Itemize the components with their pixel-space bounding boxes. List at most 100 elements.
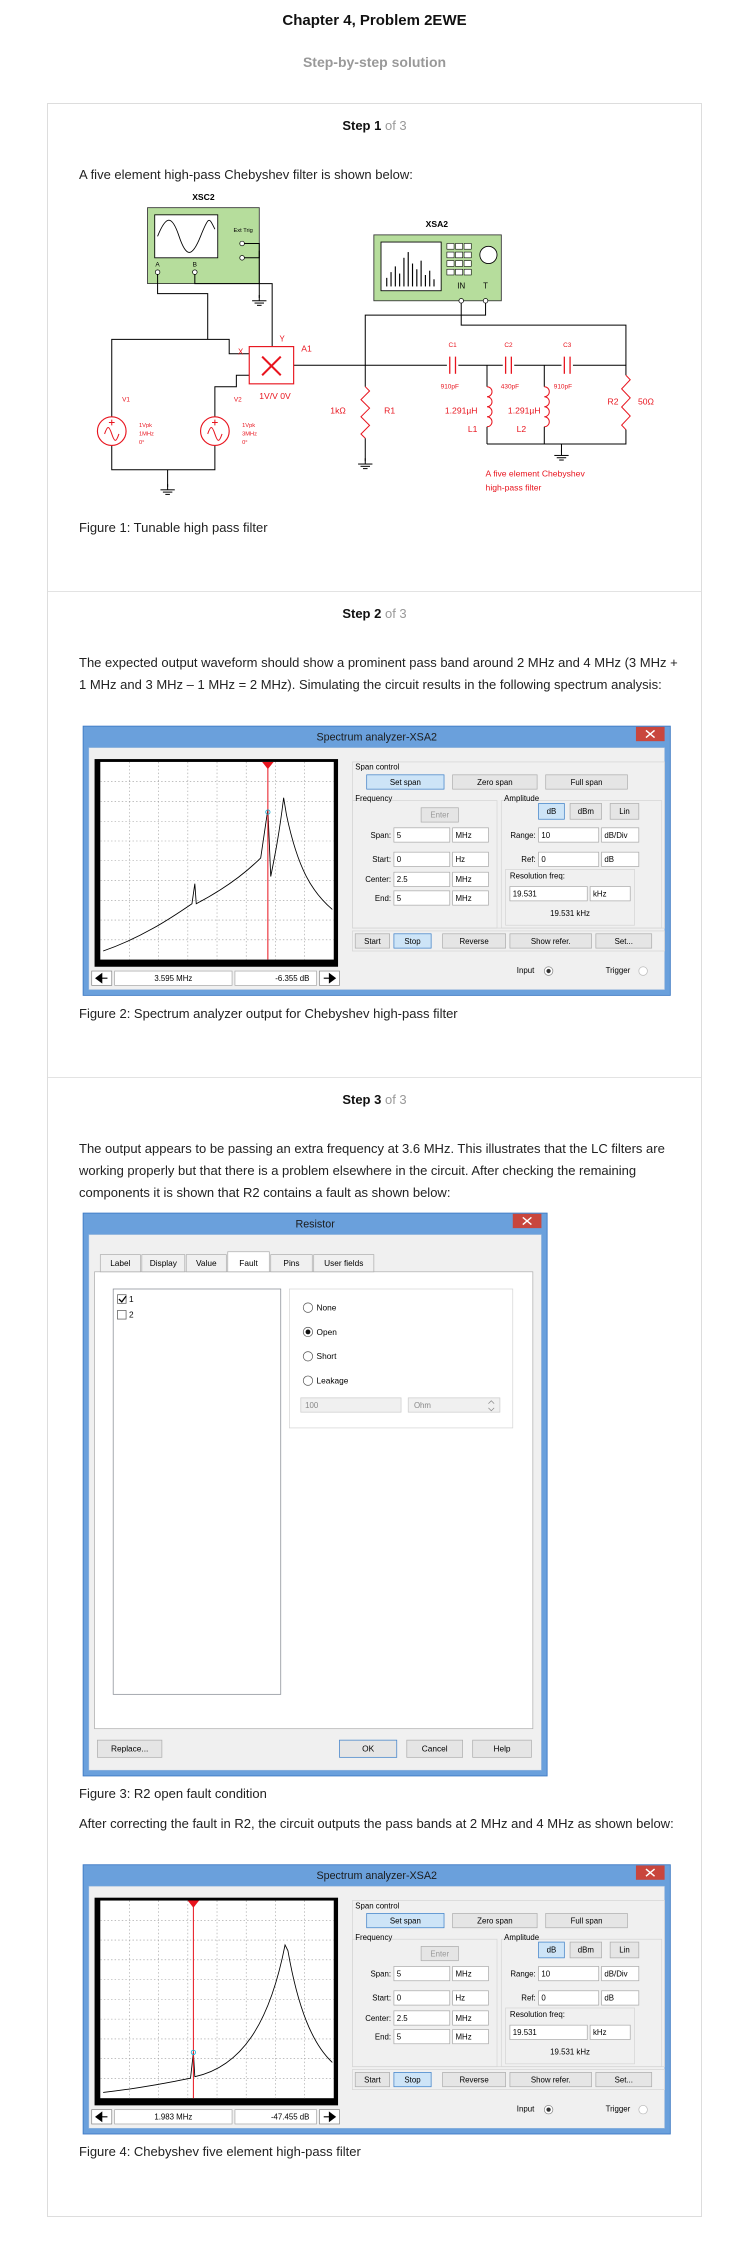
ui-label: dB/Div <box>604 831 627 840</box>
tab <box>227 1251 270 1273</box>
field-value: Ohm <box>414 1401 431 1410</box>
analyzer-key <box>446 268 455 276</box>
ui-label: Span control <box>355 1901 399 1910</box>
ui-label: Input <box>517 966 535 975</box>
window-title: Resistor <box>295 1218 335 1230</box>
circuit-label: T <box>483 282 488 291</box>
circuit-label: V1 <box>122 396 130 403</box>
ui-label: Span control <box>355 763 399 772</box>
tab <box>99 1254 141 1273</box>
ui-button <box>472 1739 532 1758</box>
terminal <box>154 269 161 275</box>
cursor-point <box>265 809 271 815</box>
group-box <box>352 800 498 929</box>
analyzer-key <box>446 251 455 259</box>
radio <box>302 1375 314 1386</box>
ui-label: Center: <box>365 2014 391 2023</box>
circuit-label: 430pF <box>501 383 519 390</box>
input-field <box>538 851 600 867</box>
ui-button <box>538 1941 565 1959</box>
figure-caption: Figure 2: Spectrum analyzer output for C… <box>79 1006 458 1021</box>
button-label: Show refer. <box>531 2075 571 2084</box>
field-value: 2.5 <box>397 875 409 884</box>
unit-box <box>589 2024 631 2040</box>
button-label: Reverse <box>459 937 489 946</box>
list-item: 1 <box>129 1294 134 1304</box>
ui-label: Amplitude <box>504 794 540 803</box>
analyzer-key <box>455 251 463 259</box>
ui-label: 3.595 MHz <box>154 974 192 983</box>
ac-source <box>199 416 230 446</box>
ui-label: 19.531 kHz <box>550 909 590 918</box>
circuit-label: 0° <box>139 440 144 446</box>
analyzer-key <box>463 243 472 250</box>
radio-label: Leakage <box>317 1376 349 1386</box>
circuit-label: 50Ω <box>638 397 655 407</box>
ac-source <box>96 416 127 446</box>
ui-label: Trigger <box>606 2105 631 2114</box>
close-icon <box>645 1868 656 1877</box>
button-label: Set... <box>615 937 633 946</box>
field-value: 0 <box>541 1994 546 2003</box>
ui-button <box>406 1739 464 1758</box>
circuit-label: XSA2 <box>426 219 449 229</box>
input-field <box>393 2029 451 2045</box>
group-box <box>505 2007 635 2065</box>
divider <box>48 1077 701 1078</box>
input-field <box>393 890 451 906</box>
step-heading: Step 3 of 3 <box>47 1092 702 1107</box>
circuit-label: 1MHz <box>139 431 154 437</box>
ui-button <box>609 1941 640 1959</box>
input-field <box>538 1966 600 1982</box>
ui-label: 19.531 kHz <box>550 2047 590 2056</box>
tab-label: Fault <box>239 1258 258 1268</box>
field-value: 10 <box>541 1969 550 1978</box>
circuit-label: R1 <box>384 405 395 415</box>
input-field <box>300 1397 402 1413</box>
step-count: of 3 <box>384 118 407 133</box>
circuit-label: IN <box>457 282 465 291</box>
ui-label: MHz <box>455 2014 471 2023</box>
button-label: OK <box>362 1744 374 1754</box>
button-label: Set span <box>390 1916 421 1925</box>
spectrum-analyzer-window: Spectrum analyzer-XSA2 1.983 MHz -47.455 d… <box>82 1864 671 2135</box>
circuit-label: L1 <box>468 424 478 434</box>
tab-label: Label <box>110 1258 130 1268</box>
ui-label: Input <box>517 2105 535 2114</box>
terminal <box>239 255 245 261</box>
ui-label: -6.355 dB <box>275 974 309 983</box>
step-label: Step 3 <box>342 1092 382 1107</box>
button-label: Reverse <box>459 2075 489 2084</box>
circuit-label: high-pass filter <box>486 483 542 493</box>
wire <box>572 364 627 376</box>
field-value: 5 <box>397 894 402 903</box>
step-count: of 3 <box>384 1092 407 1107</box>
arrow-left <box>95 972 108 984</box>
ui-button <box>545 1913 628 1929</box>
analyzer-key <box>463 251 472 259</box>
plus-sign <box>108 419 115 426</box>
circuit-label: 1V/V 0V <box>259 391 291 401</box>
circuit-label: X <box>238 347 244 356</box>
cursor-point <box>190 2049 196 2055</box>
input-field <box>393 827 451 843</box>
tab <box>270 1254 313 1273</box>
step-text: A five element high-pass Chebyshev filte… <box>79 167 413 182</box>
arrow-right <box>323 972 337 984</box>
analyzer-key <box>455 260 463 267</box>
ui-button <box>569 803 602 820</box>
tab-label: Display <box>150 1258 178 1268</box>
ui-button <box>393 933 432 949</box>
inductor-symbol <box>486 386 493 428</box>
input-field <box>538 1990 600 2006</box>
input-field <box>509 886 588 902</box>
ac-source-wave <box>207 427 223 441</box>
input-field <box>393 1966 451 1982</box>
circuit-label: 3MHz <box>242 431 257 437</box>
radio <box>302 1302 314 1313</box>
button-label: Stop <box>404 2075 421 2084</box>
input-field <box>393 2010 451 2026</box>
button-label: dBm <box>578 807 595 816</box>
unit-box <box>452 2010 489 2026</box>
ui-button <box>339 1739 398 1758</box>
